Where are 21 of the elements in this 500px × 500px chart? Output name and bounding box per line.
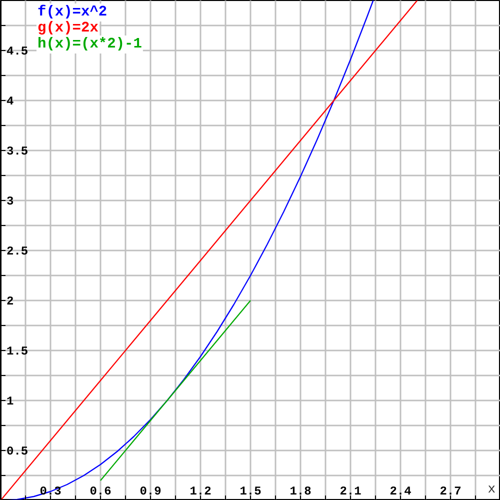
text: g(x)=2x (38, 20, 99, 36)
x-tick-label: 2.7 (440, 484, 462, 498)
x-tick-label: 2.1 (340, 484, 362, 498)
x-tick-label: 2.4 (390, 484, 412, 498)
y-tick-label: 3.5 (6, 144, 28, 158)
x-tick-label: 1.2 (190, 484, 212, 498)
y-tick-label: 1.5 (6, 344, 28, 358)
y-tick-label: 2.5 (6, 244, 28, 258)
y-tick-label: 4.5 (6, 44, 28, 58)
x-axis-title: x (488, 482, 496, 496)
x-tick-label: 0.6 (90, 484, 112, 498)
y-tick-label: 4 (6, 94, 14, 108)
x-tick-label: 1.8 (290, 484, 312, 498)
x-tick-label: 0.9 (140, 484, 162, 498)
y-tick-label: 1 (6, 394, 14, 408)
y-tick-label: 3 (6, 194, 14, 208)
text: h(x)=(x*2)-1 (38, 36, 142, 52)
y-tick-label: 0.5 (6, 444, 28, 458)
x-tick-label: 1.5 (240, 484, 262, 498)
text: f(x)=x^2 (38, 4, 108, 20)
y-tick-label: 2 (6, 294, 14, 308)
